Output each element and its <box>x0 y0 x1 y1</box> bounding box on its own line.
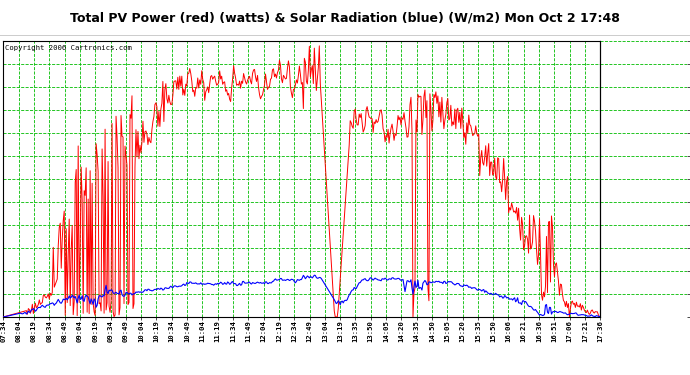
Text: Total PV Power (red) (watts) & Solar Radiation (blue) (W/m2) Mon Oct 2 17:48: Total PV Power (red) (watts) & Solar Rad… <box>70 11 620 24</box>
Text: Copyright 2006 Cartronics.com: Copyright 2006 Cartronics.com <box>5 45 132 51</box>
